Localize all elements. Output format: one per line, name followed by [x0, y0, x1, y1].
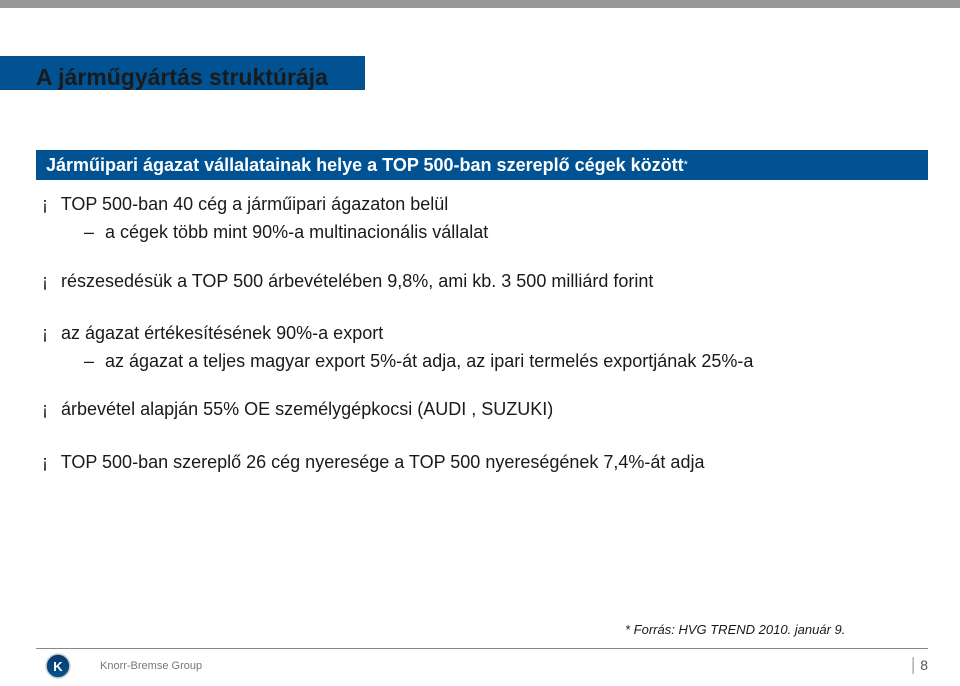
list-subitem: – az ágazat a teljes magyar export 5%-át…: [42, 349, 922, 373]
list-item: ¡ az ágazat értékesítésének 90%-a export: [42, 321, 922, 345]
subtitle-asterisk: *: [684, 159, 688, 171]
bullet-mark-icon: ¡: [42, 397, 56, 421]
bullet-text: TOP 500-ban 40 cég a járműipari ágazaton…: [61, 194, 449, 214]
subbullet-text: az ágazat a teljes magyar export 5%-át a…: [105, 351, 753, 371]
footer-pipe: │: [909, 657, 918, 673]
bullet-text: TOP 500-ban szereplő 26 cég nyeresége a …: [61, 452, 705, 472]
footer-company: Knorr-Bremse Group: [100, 660, 202, 672]
top-divider: [0, 0, 960, 8]
spacer: [42, 245, 922, 269]
dash-mark-icon: –: [84, 349, 100, 373]
list-item: ¡ részesedésük a TOP 500 árbevételében 9…: [42, 269, 922, 293]
footer-page: │8: [909, 657, 928, 673]
spacer: [42, 373, 922, 397]
bullet-mark-icon: ¡: [42, 321, 56, 345]
list-item: ¡ árbevétel alapján 55% OE személygépkoc…: [42, 397, 922, 421]
bullet-text: részesedésük a TOP 500 árbevételében 9,8…: [61, 271, 653, 291]
bullet-mark-icon: ¡: [42, 450, 56, 474]
bullet-mark-icon: ¡: [42, 192, 56, 216]
list-subitem: – a cégek több mint 90%-a multinacionáli…: [42, 220, 922, 244]
dash-mark-icon: –: [84, 220, 100, 244]
bullet-mark-icon: ¡: [42, 269, 56, 293]
bullet-text: árbevétel alapján 55% OE személygépkocsi…: [61, 399, 553, 419]
brand-logo-icon: K: [45, 653, 71, 679]
content-area: ¡ TOP 500-ban 40 cég a járműipari ágazat…: [42, 192, 922, 478]
page-title: A járműgyártás struktúrája: [36, 64, 328, 91]
bullet-text: az ágazat értékesítésének 90%-a export: [61, 323, 383, 343]
list-item: ¡ TOP 500-ban szereplő 26 cég nyeresége …: [42, 450, 922, 474]
source-note: * Forrás: HVG TREND 2010. január 9.: [625, 622, 845, 637]
spacer: [42, 426, 922, 450]
list-item: ¡ TOP 500-ban 40 cég a járműipari ágazat…: [42, 192, 922, 216]
spacer: [42, 297, 922, 321]
footer-page-number: 8: [920, 657, 928, 673]
subtitle-text: Járműipari ágazat vállalatainak helye a …: [46, 155, 684, 176]
svg-text:K: K: [53, 659, 63, 674]
subbullet-text: a cégek több mint 90%-a multinacionális …: [105, 222, 488, 242]
slide-root: A járműgyártás struktúrája Járműipari ág…: [0, 0, 960, 686]
footer-divider: [36, 648, 928, 649]
subtitle-bar: Járműipari ágazat vállalatainak helye a …: [36, 150, 928, 180]
